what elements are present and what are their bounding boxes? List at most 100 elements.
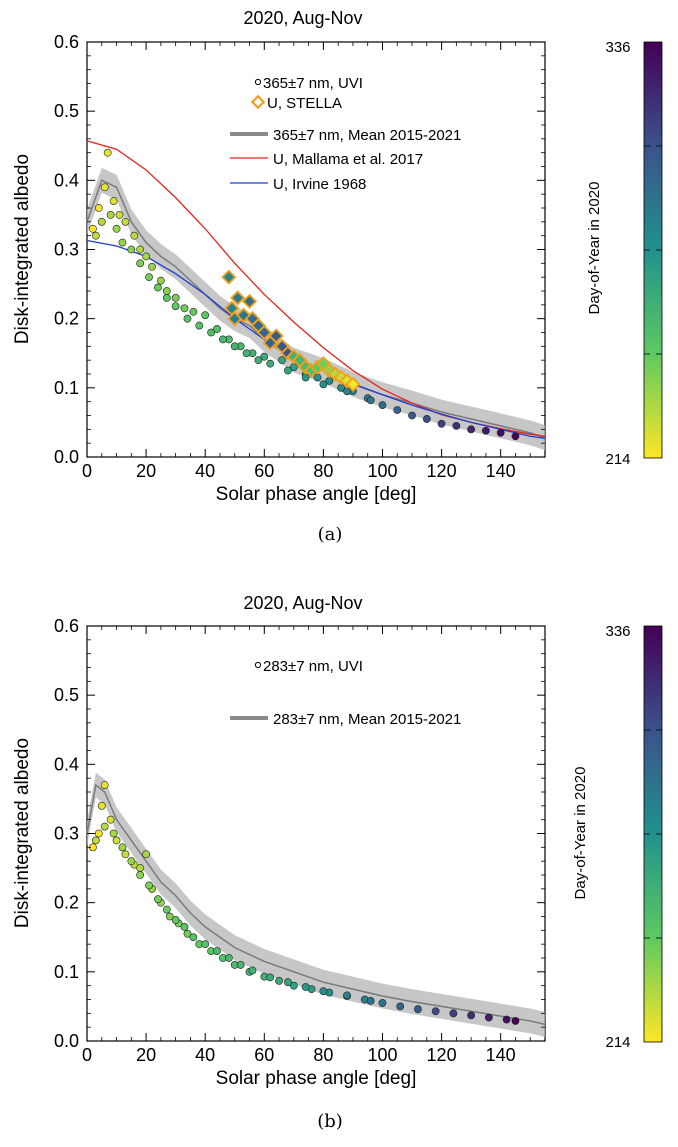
uvi-point xyxy=(106,815,115,824)
uvi-point xyxy=(254,356,263,365)
x-tick-label: 0 xyxy=(82,1045,92,1065)
panel-a-colorbar: 336 214 Day-of-Year in 2020 xyxy=(586,39,663,468)
panel-b-colorbar: 336 214 Day-of-Year in 2020 xyxy=(572,623,663,1051)
uvi-point xyxy=(118,843,127,852)
uvi-point xyxy=(183,929,192,938)
panel-a-colorbar-min: 214 xyxy=(605,451,630,468)
x-tick-label: 80 xyxy=(313,461,333,481)
y-tick-label: 0.5 xyxy=(54,101,79,121)
stella-diamond xyxy=(268,328,284,344)
uvi-point xyxy=(408,411,416,420)
uvi-point xyxy=(180,922,189,931)
uvi-point xyxy=(482,426,490,435)
uvi-point xyxy=(284,366,292,375)
uvi-point xyxy=(414,1005,422,1014)
panel-a-y-axis-label: Disk-integrated albedo xyxy=(12,154,33,344)
panel-b-colorbar-ticks xyxy=(644,729,662,939)
uvi-point xyxy=(431,1007,440,1016)
uvi-point xyxy=(148,262,156,271)
uvi-point xyxy=(266,973,275,982)
stella-diamond xyxy=(221,269,237,285)
legend-mallama-label: U, Mallama et al. 2017 xyxy=(273,151,423,168)
panel-b-caption: (b) xyxy=(317,1111,343,1132)
uvi-point xyxy=(213,325,221,333)
y-tick-label: 0.3 xyxy=(54,240,79,260)
uvi-point xyxy=(502,1015,511,1024)
x-tick-label: 20 xyxy=(136,1045,156,1065)
uvi-point xyxy=(115,211,124,219)
uvi-point xyxy=(127,245,136,254)
uvi-point xyxy=(100,781,109,789)
legend-stella-label: U, STELLA xyxy=(267,95,342,112)
uvi-point xyxy=(343,991,351,1000)
y-tick-label: 0.0 xyxy=(54,447,79,467)
uvi-point xyxy=(319,380,328,389)
uvi-point xyxy=(396,1002,405,1011)
uvi-point xyxy=(437,419,446,428)
x-tick-label: 0 xyxy=(82,461,92,481)
uvi-point xyxy=(162,287,171,295)
uvi-point xyxy=(467,1011,476,1020)
panel-a-title: 2020, Aug-Nov xyxy=(243,8,362,28)
uvi-point xyxy=(109,197,118,205)
panel-a-colorbar-max: 336 xyxy=(605,39,630,56)
stella-diamond xyxy=(256,324,272,341)
uvi-point xyxy=(230,342,239,351)
x-tick-label: 80 xyxy=(313,1045,333,1065)
panel-a-x-axis-label: Solar phase angle [deg] xyxy=(216,484,417,505)
stella-diamond xyxy=(241,293,258,310)
uvi-point xyxy=(145,881,153,890)
uvi-point xyxy=(319,987,328,996)
x-tick-label: 60 xyxy=(254,461,274,481)
x-tick-label: 120 xyxy=(427,461,457,481)
legend-uvi-marker xyxy=(254,661,262,669)
panel-a-plot: 0 20 40 60 80 100 120 140 0.0 0.1 0.2 0.3 0.4 0.5 0.6 xyxy=(54,32,546,481)
uvi-point xyxy=(511,432,520,441)
x-tick-label: 140 xyxy=(486,1045,516,1065)
panel-a-legend: 365±7 nm, UVI U, STELLA 365±7 nm, Mean 2… xyxy=(230,75,461,193)
uvi-point xyxy=(378,999,387,1007)
uvi-point xyxy=(118,238,127,247)
panel-a-colorbar-label: Day-of-Year in 2020 xyxy=(586,182,603,315)
uvi-point xyxy=(449,1009,458,1018)
uvi-point xyxy=(91,836,100,845)
panel-b-colorbar-max: 336 xyxy=(605,623,630,640)
uvi-point xyxy=(201,311,210,320)
uvi-point xyxy=(136,259,145,268)
uvi-point xyxy=(89,224,97,233)
uvi-point xyxy=(366,396,375,405)
panel-a-colorbar-ticks xyxy=(644,145,662,355)
uvi-point xyxy=(162,905,171,914)
uvi-point xyxy=(260,352,269,361)
x-tick-label: 120 xyxy=(427,1045,457,1065)
uvi-point xyxy=(103,148,112,157)
uvi-point xyxy=(366,996,375,1005)
uvi-point xyxy=(97,217,106,226)
uvi-point xyxy=(127,857,136,866)
uvi-point xyxy=(284,978,292,987)
y-tick-label: 0.2 xyxy=(54,309,79,329)
uvi-point xyxy=(121,217,130,226)
uvi-point xyxy=(180,304,189,313)
y-tick-label: 0.3 xyxy=(54,824,79,844)
uvi-point xyxy=(422,415,431,423)
y-tick-label: 0.4 xyxy=(54,754,79,774)
uvi-point xyxy=(142,850,150,859)
uvi-point xyxy=(100,183,109,192)
uvi-point xyxy=(100,822,109,831)
uvi-point xyxy=(145,273,153,282)
panel-b-plot: 0 20 40 60 80 100 120 140 0.0 0.1 0.2 0.3 0.4 0.5 0.6 xyxy=(54,616,546,1065)
panel-a: 2020, Aug-Nov Disk-integrated albedo Sol… xyxy=(12,8,663,545)
x-tick-label: 100 xyxy=(367,1045,397,1065)
uvi-point xyxy=(94,204,103,212)
uvi-point xyxy=(343,387,351,396)
uvi-point xyxy=(136,245,145,254)
uvi-point xyxy=(91,231,100,240)
uvi-point xyxy=(189,933,198,942)
uvi-point xyxy=(112,224,121,233)
uvi-point xyxy=(301,983,310,991)
y-tick-label: 0.5 xyxy=(54,685,79,705)
stella-diamond xyxy=(230,290,246,306)
uvi-point xyxy=(156,276,165,285)
